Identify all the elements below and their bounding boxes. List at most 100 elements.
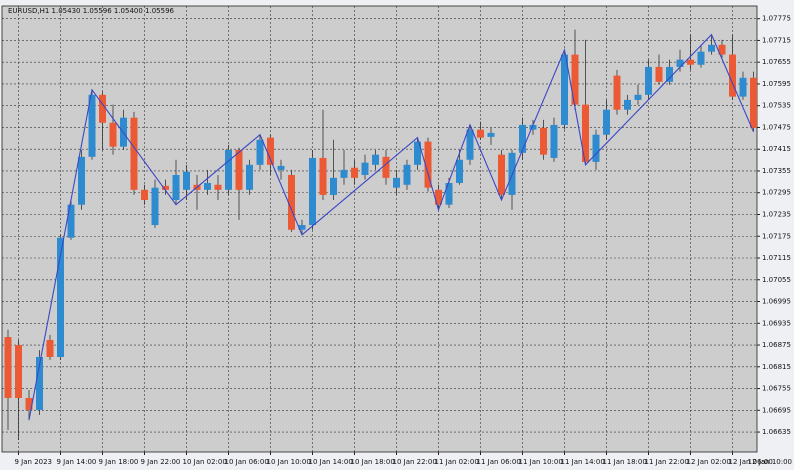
x-tick-label: 10 Jan 18:00 — [351, 458, 395, 466]
candle-body — [414, 141, 421, 165]
y-tick-label: 1.07715 — [762, 36, 791, 44]
y-tick-label: 1.06635 — [762, 428, 791, 436]
y-tick-label: 1.07415 — [762, 145, 791, 153]
candle-body — [88, 94, 96, 157]
y-tick-label: 1.07355 — [762, 167, 791, 175]
candle-body — [78, 156, 85, 205]
candle-body — [319, 157, 327, 195]
candle-body — [487, 132, 495, 137]
x-tick-label: 11 Jan 18:00 — [603, 458, 647, 466]
candle-body — [172, 174, 180, 200]
candle-body — [46, 339, 54, 357]
candle-body — [130, 117, 138, 190]
x-tick-label: 11 Jan 10:00 — [519, 458, 563, 466]
candle-body — [256, 139, 264, 165]
candle-body — [36, 356, 43, 410]
candle-body — [393, 177, 400, 188]
candle-body — [372, 154, 379, 165]
candle-body — [550, 124, 558, 158]
candle-body — [582, 104, 589, 162]
candle-body — [456, 159, 463, 183]
candle-body — [519, 124, 526, 153]
x-tick-label: 10 Jan 22:00 — [393, 458, 437, 466]
x-tick-label: 11 Jan 06:00 — [477, 458, 521, 466]
candle-body — [57, 237, 64, 357]
candle-body — [361, 162, 369, 175]
candle-body — [109, 122, 117, 147]
candle-body — [204, 182, 211, 190]
y-tick-label: 1.07655 — [762, 58, 791, 66]
candle-body — [225, 149, 232, 190]
candle-body — [592, 134, 600, 162]
candle-body — [298, 225, 306, 230]
x-tick-label: 10 Jan 06:00 — [225, 458, 269, 466]
candle-body — [645, 66, 652, 95]
y-tick-label: 1.06815 — [762, 363, 791, 371]
x-tick-label: 12 Jan 02:00 — [687, 458, 731, 466]
y-tick-label: 1.07235 — [762, 210, 791, 218]
candle-body — [25, 397, 33, 410]
y-tick-label: 1.07295 — [762, 189, 791, 197]
candle-body — [403, 164, 411, 185]
candle-body — [424, 141, 432, 188]
candle-body — [540, 127, 547, 155]
candle-body — [739, 77, 747, 97]
y-tick-label: 1.06695 — [762, 406, 791, 414]
candle-body — [15, 345, 22, 398]
y-tick-label: 1.07055 — [762, 276, 791, 284]
candle-body — [246, 164, 253, 190]
candle-body — [435, 189, 442, 205]
x-tick-label: 12 Jan 10:00 — [748, 458, 792, 466]
candle-body — [382, 156, 390, 178]
candle-body — [718, 44, 726, 55]
candle-body — [309, 157, 316, 226]
candle-body — [666, 66, 673, 82]
x-tick-label: 11 Jan 22:00 — [645, 458, 689, 466]
candle-body — [340, 169, 348, 178]
candle-body — [99, 94, 106, 123]
candle-body — [529, 124, 537, 130]
candle-body — [466, 129, 474, 160]
candle-body — [729, 54, 736, 97]
y-tick-label: 1.06995 — [762, 298, 791, 306]
candle-body — [697, 51, 705, 65]
plot-area — [1, 5, 758, 453]
candle-body — [183, 171, 190, 190]
candle-body — [498, 154, 505, 195]
candle-body — [235, 149, 243, 190]
zigzag-line — [28, 33, 755, 421]
x-tick-label: 10 Jan 02:00 — [183, 458, 227, 466]
y-tick-label: 1.07535 — [762, 102, 791, 110]
x-tick-label: 9 Jan 2023 — [15, 458, 53, 466]
candle-body — [676, 59, 684, 67]
candle-body — [67, 204, 75, 238]
candle-body — [687, 59, 694, 65]
candle-body — [477, 129, 484, 138]
candle-body — [634, 94, 642, 100]
candle-body — [571, 54, 579, 105]
x-tick-label: 12 Jan 06:00 — [729, 458, 773, 466]
candle-body — [151, 187, 159, 226]
candle-body — [655, 66, 663, 82]
x-tick-label: 9 Jan 22:00 — [141, 458, 181, 466]
candle-body — [613, 75, 621, 110]
candle-body — [4, 337, 12, 398]
candle-body — [351, 167, 358, 178]
y-tick-label: 1.07595 — [762, 80, 791, 88]
x-tick-label: 9 Jan 14:00 — [57, 458, 97, 466]
y-tick-label: 1.07115 — [762, 254, 791, 262]
y-tick-label: 1.07175 — [762, 232, 791, 240]
candle-body — [288, 174, 295, 230]
x-tick-label: 10 Jan 14:00 — [309, 458, 353, 466]
candle-body — [330, 177, 337, 195]
candle-body — [750, 77, 757, 128]
x-tick-label: 9 Jan 18:00 — [99, 458, 139, 466]
y-tick-label: 1.07475 — [762, 123, 791, 131]
candle-body — [708, 44, 715, 52]
candle-body — [277, 165, 285, 170]
x-tick-label: 11 Jan 02:00 — [435, 458, 479, 466]
candle-body — [162, 185, 169, 190]
y-tick-label: 1.06935 — [762, 319, 791, 327]
candle-body — [624, 99, 631, 110]
